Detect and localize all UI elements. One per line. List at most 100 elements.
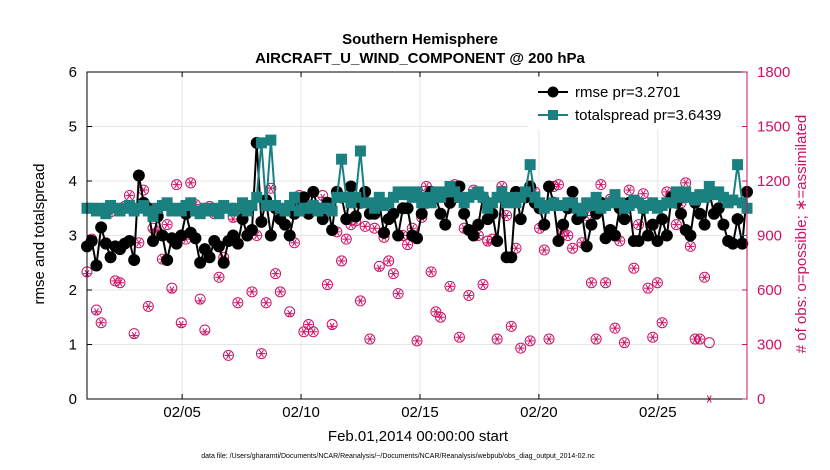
obs-possible-point [595, 179, 607, 191]
obs-possible-point [340, 233, 352, 245]
x-tick-label: 02/25 [639, 404, 677, 421]
obs-assimilated-point [342, 235, 351, 243]
totalspread-point [326, 205, 338, 217]
legend-rmse-label: rmse pr=3.2701 [575, 84, 680, 101]
obs-assimilated-point [262, 299, 271, 307]
obs-possible-point [453, 331, 465, 343]
obs-possible-point [373, 260, 385, 272]
rmse-point [307, 185, 320, 198]
obs-possible-point [585, 277, 597, 289]
y-tick-label: 6 [69, 64, 77, 81]
obs-possible-point [284, 306, 296, 318]
obs-assimilated-point [681, 179, 690, 187]
obs-assimilated-point [700, 273, 709, 281]
rmse-point [203, 251, 216, 264]
rmse-point [660, 229, 673, 242]
legend: rmse pr=3.2701 totalspread pr=3.6439 [528, 76, 737, 130]
rmse-point [458, 207, 471, 220]
y-axis-label: rmse and totalspread [31, 164, 48, 305]
obs-assimilated-point [653, 279, 662, 287]
obs-assimilated-point [92, 308, 101, 316]
rmse-point [217, 256, 230, 269]
obs-assimilated-point [130, 331, 139, 340]
rmse-point [675, 207, 687, 220]
obs-assimilated-point [215, 273, 223, 281]
obs-possible-point [194, 293, 206, 305]
obs-assimilated-point [479, 280, 487, 289]
rmse-point [326, 224, 339, 237]
totalspread-point [496, 186, 508, 198]
obs-assimilated-point [276, 288, 285, 296]
rmse-point [95, 221, 108, 234]
rmse-point [194, 256, 207, 269]
y-tick-label: 0 [69, 391, 77, 408]
rmse-point [401, 202, 414, 215]
obs-assimilated-point [361, 222, 370, 231]
rmse-point [505, 251, 518, 264]
obs-assimilated-point [431, 308, 440, 316]
obs-possible-point [515, 342, 527, 354]
obs-possible-point [524, 335, 536, 347]
obs-assimilated-point [526, 337, 535, 345]
rmse-point [378, 226, 390, 239]
totalspread-point [699, 191, 711, 203]
obs-possible-point [114, 277, 126, 289]
rmse-point [415, 207, 428, 220]
obs-possible-point [166, 282, 178, 294]
y2-tick-label: 1500 [757, 119, 790, 136]
totalspread-point [255, 137, 267, 149]
rmse-point [538, 218, 551, 231]
obs-assimilated-point [337, 257, 346, 265]
obs-possible-point [491, 333, 503, 345]
rmse-point [392, 229, 405, 242]
obs-assimilated-point [648, 333, 657, 341]
x-tick-label: 02/20 [520, 404, 558, 421]
obs-possible-point [171, 179, 183, 191]
obs-assimilated-point [686, 242, 695, 251]
obs-possible-point [411, 335, 423, 347]
rmse-point [231, 237, 244, 250]
obs-assimilated-point [167, 286, 176, 294]
rmse-point [609, 229, 621, 242]
rmse-point [580, 240, 593, 253]
obs-assimilated-point [394, 289, 403, 298]
obs-possible-point [543, 333, 555, 345]
obs-possible-point [600, 277, 612, 289]
obs-assimilated-point [97, 318, 106, 327]
rmse-point [345, 180, 357, 193]
y2-axis-label: # of obs: o=possible; ∗=assimilated [793, 115, 810, 354]
rmse-point [411, 232, 423, 245]
rmse-point [132, 169, 145, 182]
rmse-point [85, 234, 98, 247]
obs-assimilated-point [658, 318, 667, 327]
y2-tick-label: 900 [757, 228, 782, 245]
obs-assimilated-point [568, 244, 577, 252]
obs-possible-point [274, 286, 286, 298]
rmse-point [656, 213, 669, 226]
x-tick-label: 02/10 [282, 404, 320, 421]
obs-possible-point [618, 337, 630, 349]
obs-possible-point [383, 255, 395, 267]
obs-possible-point [628, 262, 640, 274]
rmse-point [618, 213, 631, 226]
totalspread-point [727, 194, 739, 206]
y-tick-label: 5 [69, 119, 77, 136]
obs-assimilated-point [563, 231, 572, 240]
rmse-point [255, 215, 268, 228]
obs-assimilated-point [403, 240, 412, 249]
obs-assimilated-point [328, 322, 337, 331]
obs-possible-point [175, 317, 187, 329]
obs-possible-point [642, 282, 654, 294]
y2-tick-label: 0 [757, 391, 765, 408]
obs-assimilated-point [309, 328, 318, 336]
totalspread-point [411, 186, 423, 198]
obs-assimilated-point [596, 180, 605, 189]
totalspread-point [524, 159, 536, 171]
rmse-point [642, 229, 654, 242]
totalspread-point [260, 200, 272, 212]
obs-possible-point [609, 322, 621, 334]
rmse-point [147, 234, 159, 247]
obs-possible-point [567, 242, 579, 254]
y2-tick-label: 1200 [757, 173, 790, 190]
rmse-point [552, 234, 565, 247]
